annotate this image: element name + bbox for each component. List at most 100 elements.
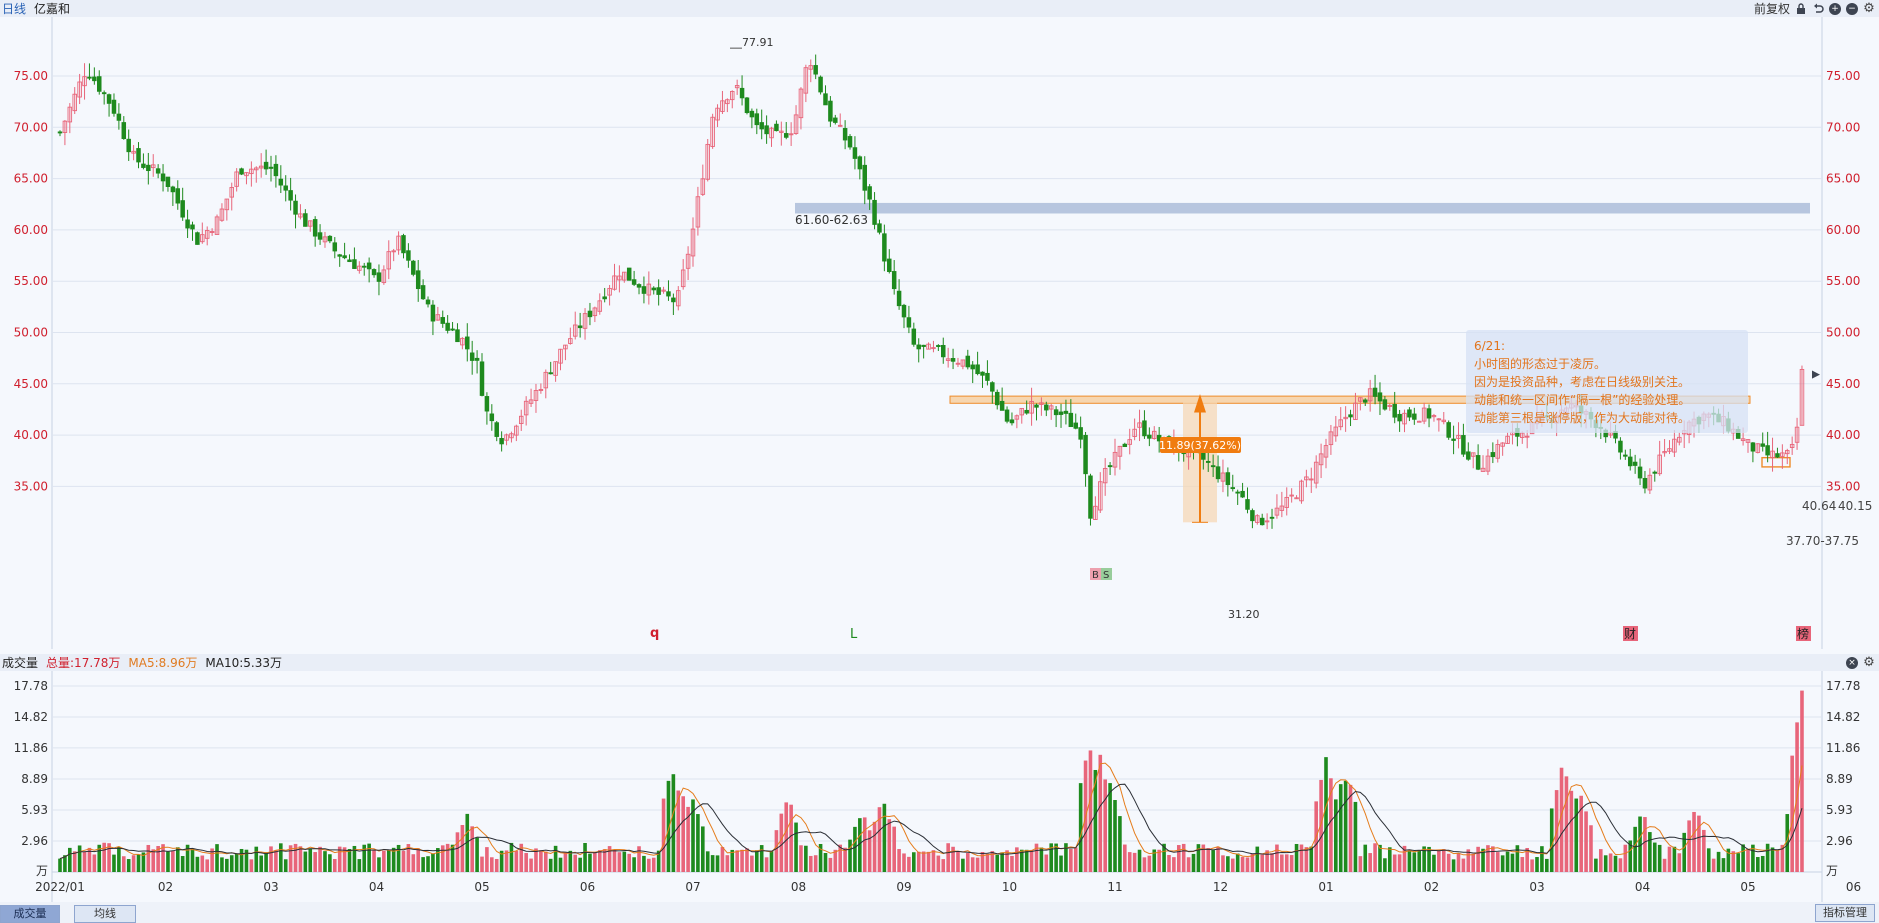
candle-body: [411, 260, 416, 275]
event-marker-q[interactable]: q: [650, 626, 659, 641]
candle-body: [705, 143, 710, 180]
candle-body: [857, 156, 863, 170]
volume-bar: [980, 851, 985, 872]
candle-body: [1294, 497, 1299, 500]
vol-tick-right: 11.86: [1826, 741, 1860, 755]
volume-bar: [509, 842, 514, 872]
volume-bar: [1652, 842, 1657, 872]
candle-body: [872, 199, 877, 225]
candle-body: [1102, 468, 1108, 484]
candle-body: [190, 224, 195, 230]
volume-bar: [1800, 690, 1804, 872]
resistance-zone: [795, 202, 1810, 214]
lock-icon[interactable]: [1795, 2, 1807, 15]
candle-body: [415, 270, 421, 290]
volume-bar: [171, 850, 175, 872]
undo-icon[interactable]: [1812, 3, 1824, 15]
candle-body: [1789, 443, 1795, 448]
volume-bar: [1471, 853, 1476, 872]
volume-bar: [602, 849, 607, 872]
volume-bar: [705, 851, 710, 872]
finance-marker[interactable]: 财: [1623, 626, 1638, 641]
candle-body: [254, 167, 259, 171]
volume-bar: [68, 847, 72, 872]
volume-bar: [391, 847, 396, 872]
candle-body: [1466, 451, 1471, 460]
tab-volume[interactable]: 成交量: [0, 905, 60, 923]
buy-sell-marker[interactable]: B S: [1090, 568, 1112, 581]
candle-body: [680, 269, 686, 288]
close-icon[interactable]: ×: [1846, 656, 1858, 669]
candle-body: [695, 196, 701, 228]
volume-bar: [1334, 799, 1338, 872]
volume-bar: [97, 844, 102, 872]
zoom-out-icon[interactable]: −: [1846, 2, 1858, 15]
volume-bar: [279, 843, 283, 872]
candle-body: [906, 317, 912, 328]
volume-bar: [131, 855, 136, 872]
event-marker-l[interactable]: L: [850, 627, 858, 642]
volume-bar: [1019, 849, 1024, 872]
volume-header: 成交量 总量:17.78万 MA5:8.96万 MA10:5.33万 × ⚙: [0, 654, 1879, 671]
zoom-in-icon[interactable]: +: [1829, 2, 1841, 15]
candle-body: [1019, 407, 1025, 416]
volume-bar: [480, 856, 484, 872]
volume-bar: [1324, 757, 1328, 872]
candle-body: [332, 242, 338, 252]
volume-bar: [1711, 858, 1716, 872]
period-selector[interactable]: 日线: [2, 2, 27, 16]
candle-body: [563, 344, 568, 350]
price-tick-right: 65.00: [1826, 172, 1860, 186]
candle-body: [1618, 440, 1623, 453]
volume-bar: [298, 846, 303, 872]
candle-body: [975, 364, 980, 375]
candle-body: [901, 304, 907, 318]
volume-bar: [740, 849, 744, 872]
volume-chart[interactable]: 17.78 17.78 14.82 14.82 11.86 11.86 8.89 8.89 5.…: [0, 671, 1879, 902]
gear-icon[interactable]: ⚙: [1863, 0, 1875, 16]
volume-bar: [1240, 856, 1245, 872]
volume-bar: [686, 806, 690, 872]
tab-moving-average[interactable]: 均线: [74, 905, 136, 923]
candle-body: [676, 290, 681, 307]
volume-bar: [1098, 754, 1103, 872]
candle-body: [622, 271, 627, 281]
volume-bar: [249, 859, 254, 872]
candle-body: [754, 113, 760, 126]
candle-body: [955, 362, 961, 365]
candle-body: [1112, 451, 1118, 468]
month-tick: 07: [685, 880, 700, 894]
volume-bar: [921, 851, 926, 872]
candle-body: [131, 150, 136, 154]
volume-bar: [195, 856, 200, 872]
candle-body: [381, 269, 387, 284]
price-tick-right: 70.00: [1826, 120, 1860, 134]
adjust-label[interactable]: 前复权: [1753, 2, 1790, 16]
candle-body: [1220, 472, 1226, 482]
candle-body: [950, 358, 956, 362]
candlestick-chart[interactable]: 75.00 75.00 70.00 70.00 65.00 65.00 60.00 60.00…: [0, 17, 1879, 654]
volume-bar: [504, 850, 509, 872]
candle-body: [150, 164, 156, 169]
volume-bar: [838, 844, 843, 872]
candle-body: [877, 223, 882, 233]
price-tick-right: 45.00: [1826, 377, 1860, 391]
vol-tick-right: 17.78: [1826, 679, 1860, 693]
candle-body: [1122, 443, 1128, 448]
volume-bar: [710, 855, 715, 872]
gear-icon[interactable]: ⚙: [1863, 654, 1875, 670]
candle-body: [759, 122, 764, 130]
ranking-marker[interactable]: 榜: [1796, 626, 1811, 641]
volume-bar: [1790, 755, 1794, 872]
indicator-manage-button[interactable]: 指标管理: [1815, 904, 1875, 922]
volume-bar: [1059, 855, 1063, 872]
candle-body: [1475, 455, 1481, 470]
volume-bar: [661, 798, 666, 872]
note-title: 6/21:: [1474, 339, 1505, 353]
volume-bar: [1510, 853, 1515, 872]
volume-bar: [853, 826, 857, 872]
candle-body: [553, 361, 558, 376]
month-tick: 04: [369, 880, 384, 894]
candle-body: [401, 235, 406, 254]
volume-bar: [1785, 814, 1790, 872]
